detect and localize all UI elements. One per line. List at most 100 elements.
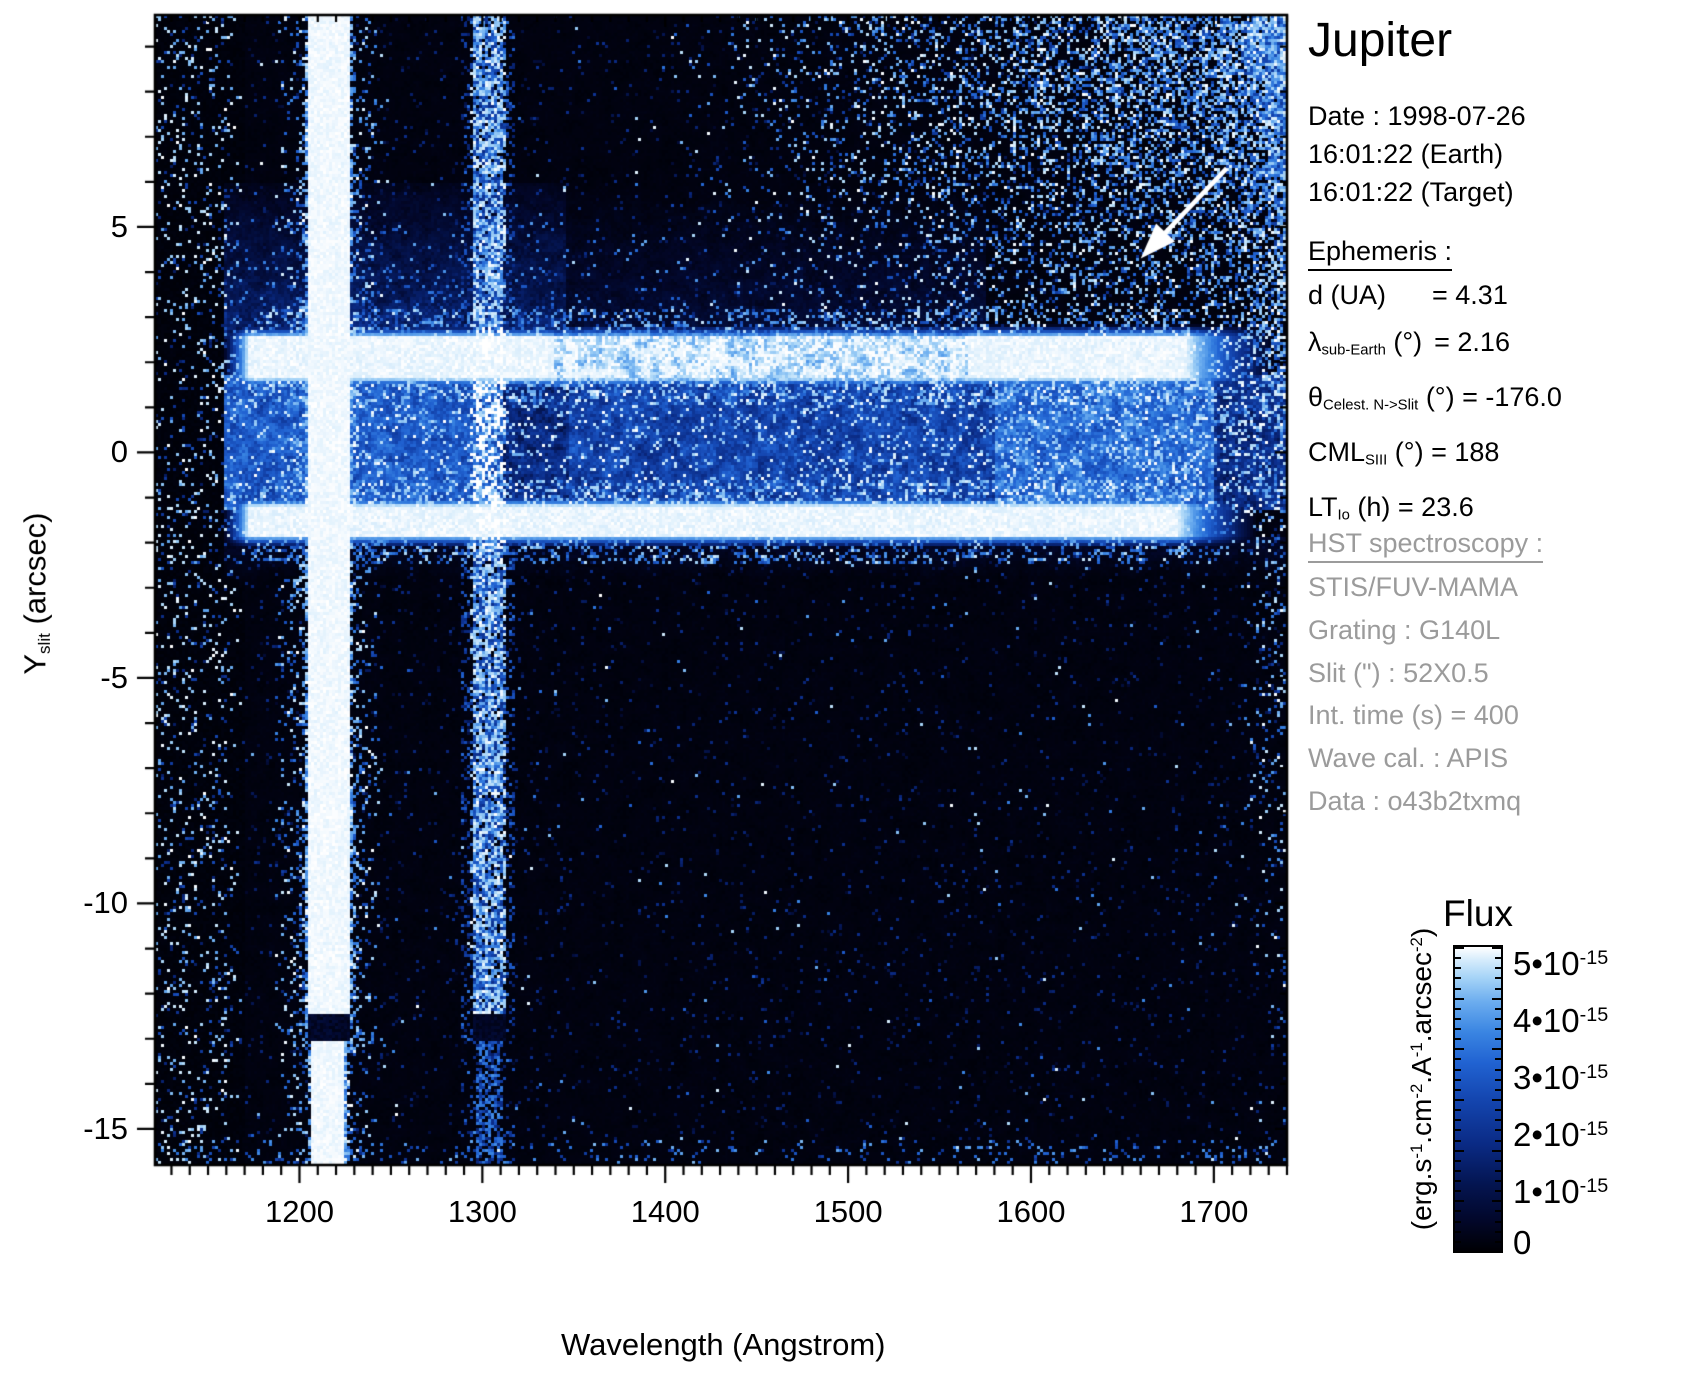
colorbar-minor-tick (1455, 987, 1461, 990)
hst-heading: HST spectroscopy : (1308, 528, 1544, 563)
y-tick-label: -5 (100, 659, 128, 695)
colorbar-minor-tick (1455, 1149, 1464, 1152)
colorbar-minor-tick (1495, 1129, 1501, 1132)
colorbar-minor-tick (1455, 1078, 1461, 1081)
colorbar-minor-tick (1495, 1109, 1501, 1112)
colorbar-minor-tick (1495, 1007, 1501, 1010)
colorbar-minor-tick (1455, 1230, 1461, 1233)
y-tick-label: 5 (110, 208, 128, 244)
colorbar-minor-tick (1455, 1048, 1464, 1051)
colorbar-minor-tick (1495, 1119, 1501, 1122)
ephemeris-heading: Ephemeris : (1308, 236, 1453, 271)
ephemeris-rows: d (UA) = 4.31 λsub-Earth (°) = 2.16 θCelest.… (1308, 272, 1562, 539)
colorbar-minor-tick (1455, 1200, 1464, 1203)
colorbar-minor-tick (1455, 1220, 1461, 1223)
colorbar-tick-label: 1•10-15 (1513, 1172, 1609, 1210)
colorbar-minor-tick (1455, 1169, 1461, 1172)
x-axis-title: Wavelength (Angstrom) (561, 1327, 886, 1362)
colorbar-minor-tick (1455, 997, 1464, 1000)
observation-datetime-block: Date : 1998-07-26 16:01:22 (Earth) 16:01:2… (1308, 97, 1526, 211)
colorbar-minor-tick (1455, 1129, 1461, 1132)
colorbar-tick-label: 2•10-15 (1513, 1115, 1609, 1153)
colorbar-tick-label: 3•10-15 (1513, 1058, 1609, 1096)
colorbar-minor-tick (1455, 1088, 1461, 1091)
colorbar-minor-tick (1455, 947, 1464, 949)
ephemeris-row: d (UA) = 4.31 (1308, 280, 1508, 310)
ephemeris-row: θCelest. N->Slit (°) = -176.0 (1308, 381, 1562, 414)
colorbar-minor-tick (1492, 1149, 1501, 1152)
obs-line: Date : 1998-07-26 (1308, 101, 1526, 131)
colorbar-minor-tick (1495, 967, 1501, 970)
hst-line: STIS/FUV-MAMA (1308, 572, 1519, 602)
colorbar-minor-tick (1455, 957, 1461, 960)
colorbar-minor-tick (1495, 1169, 1501, 1172)
colorbar-minor-tick (1495, 1028, 1501, 1031)
colorbar-minor-tick (1495, 1058, 1501, 1061)
colorbar-minor-tick (1455, 1028, 1461, 1031)
colorbar-minor-tick (1455, 1109, 1461, 1112)
x-tick-label: 1200 (264, 1194, 334, 1229)
x-tick-label: 1300 (447, 1194, 517, 1229)
obs-line: 16:01:22 (Earth) (1308, 139, 1504, 169)
hst-line: Int. time (s) = 400 (1308, 700, 1519, 731)
colorbar-minor-tick (1495, 1210, 1501, 1213)
colorbar (1453, 945, 1503, 1253)
colorbar-minor-tick (1455, 967, 1461, 970)
colorbar-minor-tick (1455, 1068, 1461, 1071)
colorbar-minor-tick (1495, 1230, 1501, 1233)
ephemeris-row: CMLSIII (°) = 188 (1308, 436, 1500, 469)
colorbar-minor-tick (1492, 1200, 1501, 1203)
colorbar-minor-tick (1495, 1038, 1501, 1041)
x-tick-label: 1400 (630, 1194, 700, 1229)
colorbar-tick-label: 4•10-15 (1513, 1001, 1609, 1039)
colorbar-tick-label: 0 (1513, 1224, 1532, 1261)
colorbar-minor-tick (1495, 1240, 1501, 1243)
colorbar-minor-tick (1455, 1099, 1464, 1101)
colorbar-minor-tick (1492, 1251, 1501, 1253)
colorbar-minor-tick (1492, 1048, 1501, 1051)
colorbar-minor-tick (1495, 1068, 1501, 1071)
colorbar-minor-tick (1455, 1007, 1461, 1010)
colorbar-minor-tick (1455, 1180, 1461, 1183)
colorbar-minor-tick (1455, 1159, 1461, 1162)
colorbar-minor-tick (1495, 1078, 1501, 1081)
y-tick-label: -10 (83, 885, 128, 921)
y-tick-label: -15 (83, 1110, 128, 1146)
colorbar-minor-tick (1495, 1220, 1501, 1223)
colorbar-minor-tick (1455, 977, 1461, 980)
colorbar-unit-label: (erg.s-1.cm-2.A-1.arcsec-2) (1406, 927, 1437, 1231)
colorbar-minor-tick (1455, 1190, 1461, 1193)
colorbar-title: Flux (1443, 893, 1513, 934)
colorbar-minor-tick (1455, 1119, 1461, 1122)
colorbar-minor-tick (1495, 957, 1501, 960)
colorbar-minor-tick (1492, 997, 1501, 1000)
hst-line: Wave cal. : APIS (1308, 743, 1509, 774)
hst-info-block: STIS/FUV-MAMA Grating : G140L Slit (") : 5… (1308, 566, 1521, 823)
colorbar-minor-tick (1455, 1139, 1461, 1142)
colorbar-minor-tick (1455, 1240, 1461, 1243)
ephemeris-row: LTIo (h) = 23.6 (1308, 492, 1474, 524)
x-tick-label: 1700 (1179, 1194, 1249, 1229)
target-title: Jupiter (1308, 14, 1453, 67)
obs-line: 16:01:22 (Target) (1308, 177, 1514, 207)
x-tick-label: 1500 (813, 1194, 883, 1229)
ephemeris-row: λsub-Earth (°) = 2.16 (1308, 326, 1510, 359)
colorbar-minor-tick (1495, 1017, 1501, 1020)
colorbar-minor-tick (1455, 1038, 1461, 1041)
colorbar-minor-tick (1495, 1190, 1501, 1193)
colorbar-minor-tick (1495, 977, 1501, 980)
colorbar-minor-tick (1455, 1017, 1461, 1020)
colorbar-minor-tick (1455, 1251, 1464, 1253)
colorbar-minor-tick (1455, 1210, 1461, 1213)
colorbar-minor-tick (1495, 1159, 1501, 1162)
hst-line: Data : o43b2txmq (1308, 785, 1522, 816)
colorbar-minor-tick (1492, 1099, 1501, 1101)
colorbar-minor-tick (1455, 1058, 1461, 1061)
y-tick-label: 0 (110, 434, 128, 470)
colorbar-minor-tick (1495, 987, 1501, 990)
colorbar-minor-tick (1495, 1139, 1501, 1142)
colorbar-minor-tick (1492, 947, 1501, 949)
hst-line: Grating : G140L (1308, 614, 1501, 645)
